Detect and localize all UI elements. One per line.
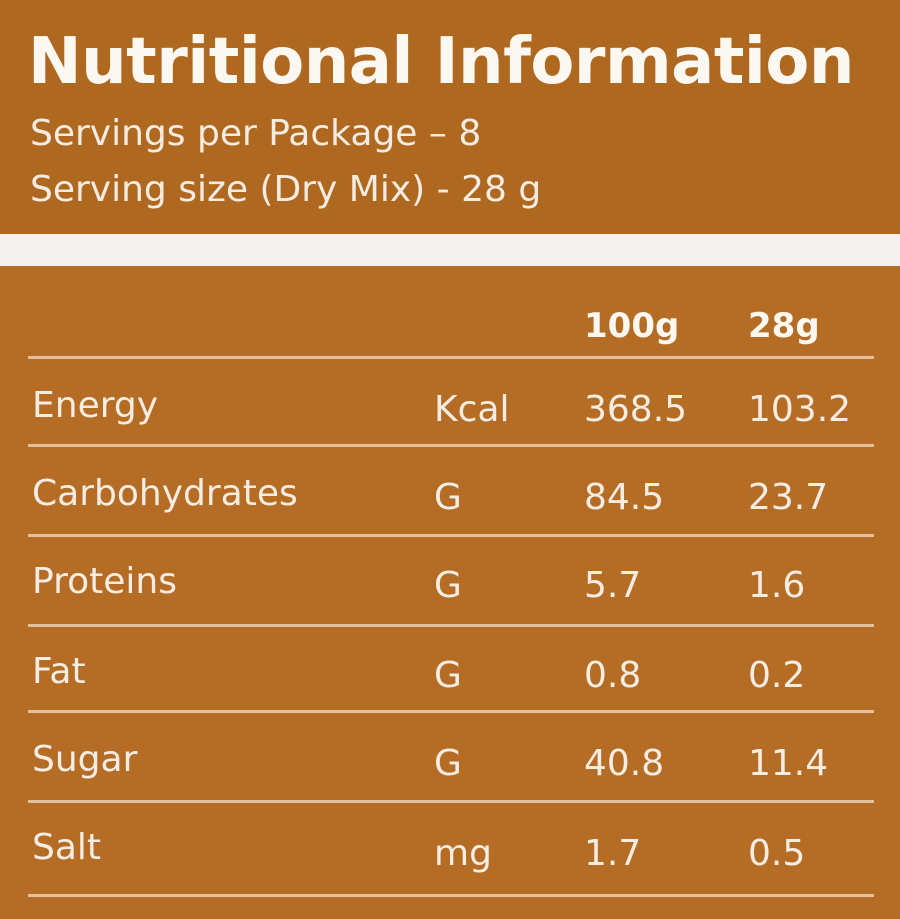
- value-100g-carbohydrates: 84.5: [584, 477, 665, 518]
- divider-band: [0, 234, 900, 266]
- nutrient-name-sugar: Sugar: [32, 739, 138, 780]
- unit-energy: Kcal: [434, 389, 510, 430]
- column-header-28g: 28g: [748, 306, 820, 346]
- value-28g-salt: 0.5: [748, 833, 806, 874]
- value-100g-proteins: 5.7: [584, 565, 642, 606]
- column-header-100g: 100g: [584, 306, 680, 346]
- label-title: Nutritional Information: [28, 25, 854, 99]
- serving-size: Serving size (Dry Mix) - 28 g: [30, 169, 542, 210]
- nutrient-name-salt: Salt: [32, 827, 102, 868]
- table-rule: [28, 710, 874, 713]
- unit-carbohydrates: G: [434, 477, 462, 518]
- value-28g-proteins: 1.6: [748, 565, 806, 606]
- value-28g-fat: 0.2: [748, 655, 806, 696]
- value-100g-fat: 0.8: [584, 655, 642, 696]
- nutrition-table: 100g 28g Energy Kcal 368.5 103.2 Carbohy…: [0, 266, 900, 919]
- value-100g-salt: 1.7: [584, 833, 642, 874]
- unit-proteins: G: [434, 565, 462, 606]
- value-100g-sugar: 40.8: [584, 743, 665, 784]
- table-rule: [28, 894, 874, 897]
- value-28g-carbohydrates: 23.7: [748, 477, 829, 518]
- nutrient-name-proteins: Proteins: [32, 561, 177, 602]
- table-rule: [28, 534, 874, 537]
- table-rule: [28, 356, 874, 359]
- nutrient-name-carbohydrates: Carbohydrates: [32, 473, 298, 514]
- nutrient-name-energy: Energy: [32, 385, 159, 426]
- value-28g-energy: 103.2: [748, 389, 852, 430]
- value-100g-energy: 368.5: [584, 389, 688, 430]
- value-28g-sugar: 11.4: [748, 743, 829, 784]
- servings-per-package: Servings per Package – 8: [30, 113, 482, 154]
- unit-sugar: G: [434, 743, 462, 784]
- label-header: Nutritional Information Servings per Pac…: [0, 0, 900, 234]
- unit-fat: G: [434, 655, 462, 696]
- table-rule: [28, 800, 874, 803]
- table-rule: [28, 444, 874, 447]
- unit-salt: mg: [434, 833, 492, 874]
- table-rule: [28, 624, 874, 627]
- nutrient-name-fat: Fat: [32, 651, 86, 692]
